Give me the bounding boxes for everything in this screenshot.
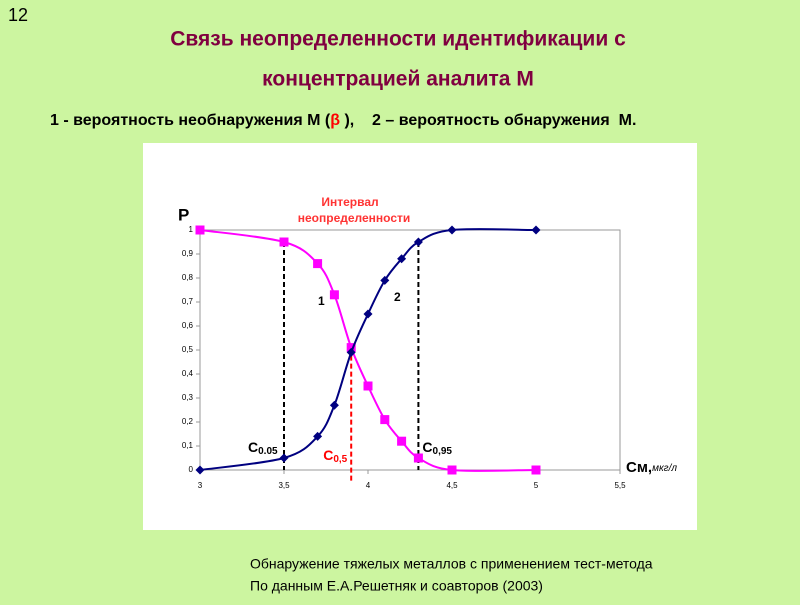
reference-label-main: C — [248, 439, 258, 455]
page-number: 12 — [8, 5, 28, 25]
footer-line: По данным Е.А.Решетняк и соавторов (2003… — [250, 578, 543, 594]
point — [397, 436, 407, 446]
y-tick-label: 0,2 — [182, 417, 194, 426]
reference-label: C0,95 — [422, 439, 452, 457]
point — [413, 237, 423, 247]
title-line: концентрацией аналита М — [262, 68, 534, 91]
y-axis-label: P — [178, 205, 189, 224]
x-tick-label: 5 — [534, 481, 539, 490]
y-tick-label: 0,9 — [182, 249, 194, 258]
chart: 0 0,1 0,2 0,3 0,4 0,5 0,6 0,7 0,8 0,9 1 3 3,5 4 4,5 5 5,… — [178, 195, 677, 490]
y-tick-label: 0,1 — [182, 441, 194, 450]
reference-label-sub: 0.05 — [258, 446, 278, 457]
x-axis-label: Cм,мкг/л — [626, 459, 677, 476]
reference-label: C0,5 — [323, 447, 347, 465]
y-tick-label: 0 — [189, 465, 194, 474]
point — [447, 225, 457, 235]
x-tick-label: 5,5 — [614, 481, 626, 490]
x-tick-label: 4,5 — [446, 481, 458, 490]
subtitle-part: 1 - вероятность необнаружения М ( — [50, 112, 331, 129]
x-tick-label: 4 — [366, 481, 371, 490]
reference-label-sub: 0,5 — [333, 454, 347, 465]
series-label: 2 — [394, 290, 401, 304]
point — [413, 453, 423, 463]
point — [329, 290, 339, 300]
subtitle-part: ), 2 – вероятность обнаружения М. — [340, 112, 636, 129]
interval-label: неопределенности — [298, 211, 411, 225]
point — [363, 309, 373, 319]
interval-label: Интервал — [321, 195, 378, 209]
point — [195, 465, 205, 475]
x-tick-label: 3,5 — [278, 481, 290, 490]
point — [447, 465, 457, 475]
y-tick-label: 0,4 — [182, 369, 194, 378]
point — [531, 465, 541, 475]
reference-label-main: C — [323, 447, 333, 463]
y-tick-label: 0,6 — [182, 321, 194, 330]
point — [313, 431, 323, 441]
series-label: 1 — [318, 294, 325, 308]
point — [380, 275, 390, 285]
point — [313, 259, 323, 269]
point — [279, 453, 289, 463]
footer-line: Обнаружение тяжелых металлов с применени… — [250, 556, 653, 572]
point — [279, 237, 289, 247]
y-tick-label: 0,7 — [182, 297, 194, 306]
y-tick-label: 0,3 — [182, 393, 194, 402]
point — [329, 400, 339, 410]
reference-label-main: C — [422, 439, 432, 455]
point — [346, 347, 356, 357]
reference-label: C0.05 — [248, 439, 278, 457]
subtitle-part: β — [330, 112, 340, 129]
point — [397, 254, 407, 264]
reference-label-sub: 0,95 — [433, 446, 453, 457]
chart-area — [143, 143, 697, 530]
x-axis-label-main: Cм, — [626, 459, 652, 476]
title-line: Связь неопределенности идентификации с — [170, 28, 626, 51]
subtitle: 1 - вероятность необнаружения М (β ), 2 … — [50, 112, 636, 129]
point — [195, 225, 205, 235]
point — [363, 381, 373, 391]
x-axis-unit: мкг/л — [652, 463, 677, 474]
point — [346, 343, 356, 353]
x-tick-label: 3 — [198, 481, 203, 490]
y-tick-label: 0,5 — [182, 345, 194, 354]
point — [531, 225, 541, 235]
y-tick-label: 0,8 — [182, 273, 194, 282]
point — [380, 415, 390, 425]
y-tick-label: 1 — [189, 225, 194, 234]
